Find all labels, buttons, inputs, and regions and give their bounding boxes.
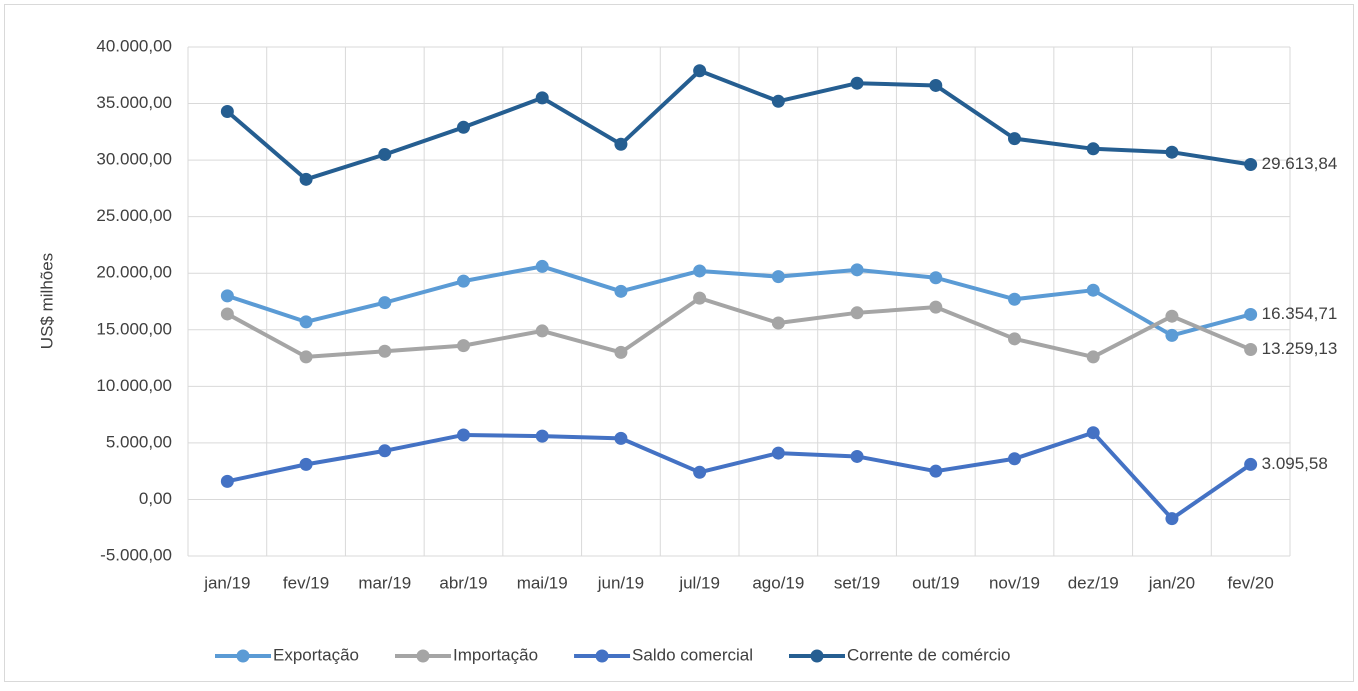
y-tick-label: 25.000,00 [96,206,172,225]
x-tick-label: abr/19 [439,573,487,592]
point [378,344,392,358]
point [299,172,313,186]
point [1086,283,1100,297]
value-label: 13.259,13 [1262,339,1338,358]
point [614,431,628,445]
point [850,449,864,463]
x-tick-label: ago/19 [752,573,804,592]
point [457,274,470,288]
point [535,429,549,443]
y-tick-label: 15.000,00 [96,319,172,338]
legend-marker [416,649,430,663]
point [614,137,628,151]
x-tick-label: set/19 [834,573,880,592]
point [220,307,234,321]
y-tick-label: 20.000,00 [96,263,172,282]
x-tick-label: mai/19 [517,573,568,592]
legend-marker [595,649,609,663]
point [1086,426,1100,440]
point [929,464,943,478]
point [614,345,628,359]
point [771,316,785,330]
point [457,339,470,353]
legend-label: Corrente de comércio [847,645,1010,664]
point [1165,328,1179,342]
point [1244,157,1258,171]
point [929,78,943,92]
point [693,291,707,305]
point [693,264,707,278]
legend-marker [236,649,250,663]
point [1244,342,1258,356]
chart-border [4,4,1354,682]
point [299,315,313,329]
point [1008,132,1021,146]
point [929,271,943,285]
point [299,457,313,471]
x-tick-label: jul/19 [678,573,720,592]
value-label: 3.095,58 [1262,454,1328,473]
legend-marker [810,649,824,663]
point [1086,142,1100,156]
point [220,104,234,118]
series-line [226,296,1252,359]
point [693,64,707,78]
series-line [226,68,1251,182]
y-tick-label: 30.000,00 [96,150,172,169]
point [1165,309,1179,323]
point [457,428,470,442]
point [850,306,864,320]
point [929,300,943,314]
point [535,259,549,273]
point [771,94,785,108]
x-tick-label: fev/20 [1227,573,1273,592]
point [850,263,864,277]
y-tick-label: 0,00 [139,489,172,508]
y-axis-label: US$ milhões [37,253,56,349]
legend-label: Importação [453,645,538,664]
point [299,350,313,364]
y-tick-label: 35.000,00 [96,93,172,112]
series-line [226,430,1252,521]
point [850,76,864,90]
point [1165,512,1179,526]
point [457,120,470,134]
point [1008,292,1021,306]
x-tick-label: out/19 [912,573,959,592]
point [220,474,234,488]
point [220,289,234,303]
point [1086,350,1100,364]
series-line [226,264,1252,338]
y-tick-label: 10.000,00 [96,376,172,395]
point [771,270,785,284]
y-tick-label: 40.000,00 [96,36,172,55]
point [1244,307,1258,321]
value-label: 16.354,71 [1262,304,1338,323]
point [771,446,785,460]
point [1008,332,1021,346]
point [1008,452,1021,466]
point [378,296,392,310]
point [1244,457,1258,471]
x-tick-label: fev/19 [283,573,329,592]
legend-label: Exportação [273,645,359,664]
legend-label: Saldo comercial [632,645,753,664]
y-tick-label: 5.000,00 [106,432,172,451]
point [614,284,628,298]
x-tick-label: jan/19 [203,573,250,592]
x-tick-label: jan/20 [1148,573,1195,592]
x-tick-label: nov/19 [989,573,1040,592]
point [378,444,392,458]
point [378,147,392,161]
point [1165,145,1179,159]
y-tick-label: -5.000,00 [100,545,172,564]
value-label: 29.613,84 [1262,154,1338,173]
point [693,465,707,479]
x-tick-label: dez/19 [1068,573,1119,592]
point [535,324,549,338]
x-tick-label: jun/19 [597,573,644,592]
point [535,91,549,105]
x-tick-label: mar/19 [358,573,411,592]
